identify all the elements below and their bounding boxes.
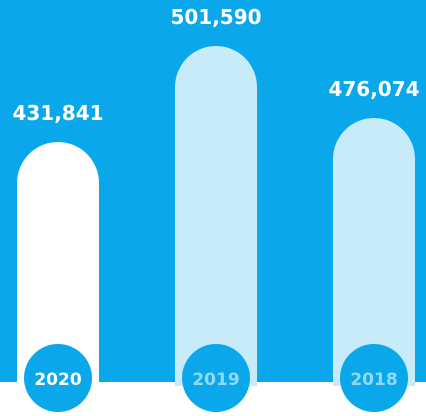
bar-2020 <box>17 142 99 386</box>
category-label-2019: 2019 <box>192 370 239 390</box>
category-label-2020: 2020 <box>34 370 81 390</box>
category-bubble-2020 <box>24 344 92 412</box>
value-label-2020: 431,841 <box>12 101 103 125</box>
category-bubble-2018 <box>340 344 408 412</box>
category-bubble-2019 <box>182 344 250 412</box>
category-label-2018: 2018 <box>350 370 397 390</box>
bar-2019 <box>175 46 257 386</box>
bar-2018 <box>333 118 415 386</box>
value-label-2018: 476,074 <box>328 77 419 101</box>
value-label-2019: 501,590 <box>170 5 261 29</box>
